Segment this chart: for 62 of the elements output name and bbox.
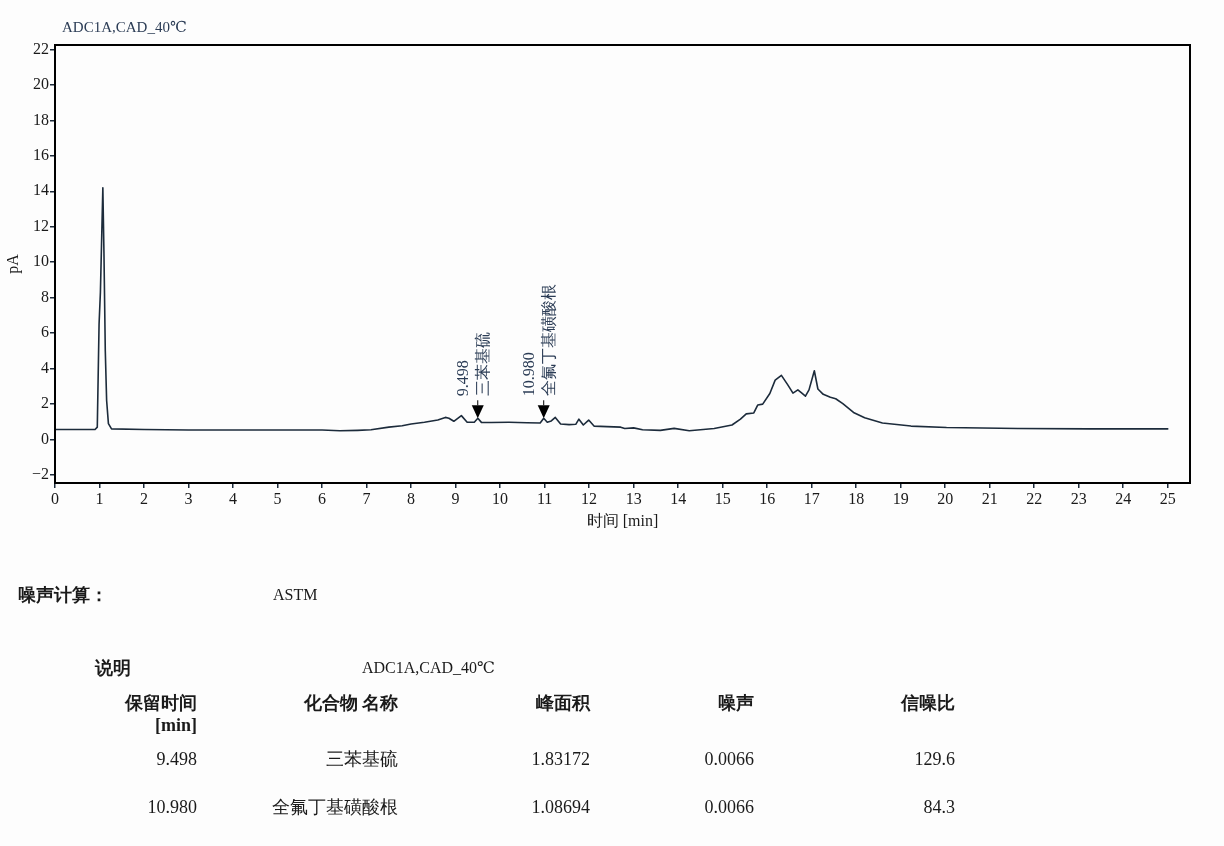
- text: 化合物 名称: [303, 692, 398, 714]
- x-axis-title: 时间 [min]: [586, 512, 659, 529]
- text: 保留时间 [min]: [125, 692, 197, 736]
- text: 0.0066: [704, 748, 754, 770]
- x-tick-label: 20: [937, 489, 954, 507]
- x-tick-label: 25: [1159, 489, 1176, 507]
- y-tick-label: 6: [41, 323, 49, 341]
- y-tick-label: 2: [41, 394, 49, 412]
- x-tick-label: 3: [184, 489, 193, 507]
- text: 三苯基硫: [326, 748, 398, 770]
- y-axis-title: pA: [4, 253, 23, 274]
- y-tick-label: 20: [33, 75, 49, 93]
- y-tick-label: −2: [31, 465, 49, 483]
- y-tick-label: 12: [33, 216, 49, 234]
- x-tick-label: 16: [759, 489, 776, 507]
- x-tick-label: 4: [229, 489, 238, 507]
- x-tick-label: 22: [1026, 489, 1043, 507]
- x-tick-label: 11: [536, 489, 553, 507]
- x-tick-label: 13: [625, 489, 642, 507]
- annotation: 10.980 全氟丁基磺酸根: [519, 284, 557, 397]
- text: 9.498: [156, 748, 197, 770]
- x-tick-label: 5: [273, 489, 282, 507]
- text: ADC1A,CAD_40℃: [362, 658, 496, 678]
- text: 噪声计算：: [18, 584, 108, 606]
- text: 说明: [95, 657, 131, 679]
- text: 1.08694: [531, 796, 590, 818]
- x-tick-label: 17: [803, 489, 820, 507]
- y-tick-label: 0: [41, 429, 49, 447]
- x-tick-label: 2: [140, 489, 149, 507]
- y-tick-label: 16: [33, 146, 49, 164]
- x-tick-label: 15: [714, 489, 731, 507]
- y-tick-label: 22: [33, 39, 49, 57]
- x-tick-label: 9: [451, 489, 460, 507]
- y-tick-label: 4: [41, 358, 49, 376]
- y-tick-label: 10: [33, 252, 49, 270]
- text: 峰面积: [536, 692, 590, 714]
- x-tick-label: 19: [892, 489, 909, 507]
- y-tick-label: 8: [41, 287, 49, 305]
- text: 全氟丁基磺酸根: [272, 796, 398, 818]
- x-tick-label: 12: [581, 489, 598, 507]
- x-tick-label: 1: [95, 489, 104, 507]
- x-tick-label: 14: [670, 489, 687, 507]
- x-tick-label: 23: [1070, 489, 1087, 507]
- annotation: 9.498 三苯基硫: [453, 332, 491, 397]
- text: ASTM: [273, 585, 318, 605]
- text: 1.83172: [531, 748, 590, 770]
- text: 0.0066: [704, 796, 754, 818]
- y-tick-label: 18: [33, 110, 49, 128]
- x-tick-label: 21: [981, 489, 998, 507]
- text: 84.3: [923, 796, 955, 818]
- chart-title: ADC1A,CAD_40℃: [62, 19, 187, 35]
- text: 10.980: [147, 796, 197, 818]
- y-tick-label: 14: [33, 181, 49, 199]
- x-tick-label: 18: [848, 489, 865, 507]
- x-tick-label: 8: [407, 489, 416, 507]
- text: 噪声: [718, 692, 754, 714]
- x-tick-label: 6: [318, 489, 327, 507]
- x-tick-label: 7: [362, 489, 371, 507]
- x-tick-label: 24: [1115, 489, 1132, 507]
- text: 信噪比: [901, 692, 955, 714]
- x-tick-label: 10: [492, 489, 509, 507]
- text: 129.6: [914, 748, 955, 770]
